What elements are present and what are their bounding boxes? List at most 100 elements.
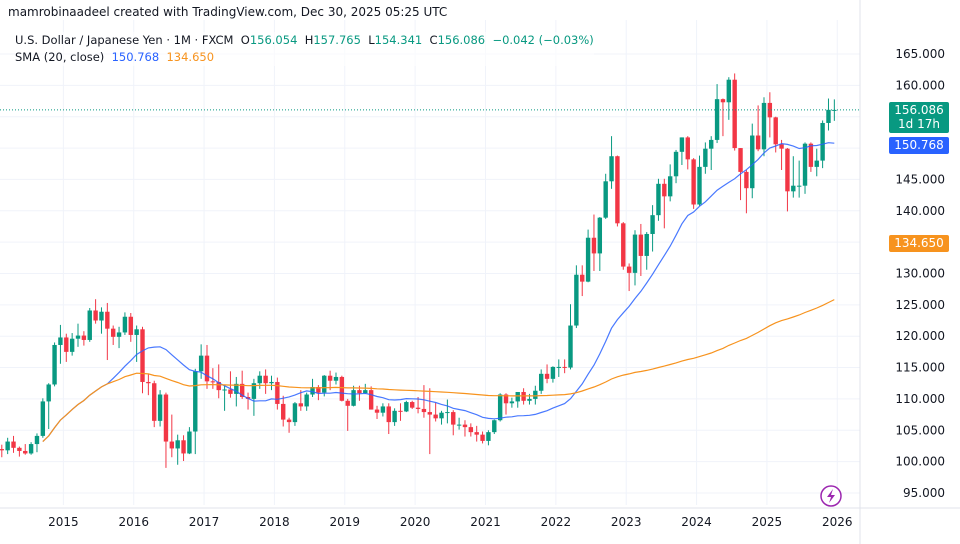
x-tick-label: 2025 xyxy=(752,515,783,529)
candle-body xyxy=(363,390,368,394)
candle-body xyxy=(697,166,702,205)
candle-body xyxy=(456,424,462,426)
lightning-icon-glyph xyxy=(827,489,835,503)
candle-body xyxy=(427,412,432,415)
candle-body xyxy=(609,156,614,182)
candle-body xyxy=(286,419,292,423)
candle-body xyxy=(626,266,632,273)
candle-body xyxy=(638,234,644,256)
symbol-title[interactable]: U.S. Dollar / Japanese Yen · 1M · FXCM xyxy=(15,33,234,47)
candle-body xyxy=(650,215,655,234)
close-value: 156.086 xyxy=(437,33,486,47)
candle-body xyxy=(714,99,720,140)
candle-body xyxy=(163,394,169,442)
low-value: 154.341 xyxy=(374,33,423,47)
candle-body xyxy=(122,316,128,333)
candle-body xyxy=(685,137,690,160)
y-tick-label: 100.000 xyxy=(895,455,945,469)
candle-body xyxy=(398,410,403,412)
candle-body xyxy=(269,381,274,384)
candle-body xyxy=(23,450,28,454)
candle-body xyxy=(292,403,298,423)
bar-countdown: 1d 17h xyxy=(898,117,940,131)
candle-body xyxy=(556,366,561,368)
x-tick-label: 2021 xyxy=(470,515,501,529)
sma-slow-price-label: 134.650 xyxy=(889,235,949,252)
last-price: 156.086 xyxy=(894,103,944,117)
candle-body xyxy=(175,440,180,449)
candle-body xyxy=(773,117,778,145)
candle-body xyxy=(415,407,421,409)
candle-body xyxy=(486,432,491,441)
candle-body xyxy=(392,410,397,423)
candle-body xyxy=(468,427,474,433)
candle-body xyxy=(497,394,503,421)
candle-body xyxy=(492,420,497,433)
sma-fast-line xyxy=(42,142,835,443)
candle-body xyxy=(603,181,608,218)
candle-body xyxy=(632,234,638,273)
candle-body xyxy=(181,440,186,454)
candle-body xyxy=(239,383,245,398)
candle-body xyxy=(726,79,732,103)
candle-body xyxy=(81,335,87,340)
candle-body xyxy=(480,434,485,441)
candle-body xyxy=(304,394,309,407)
candle-body xyxy=(216,381,221,391)
candle-body xyxy=(64,337,69,352)
candle-body xyxy=(99,311,104,321)
high-label: H xyxy=(304,33,314,47)
candle-body xyxy=(544,373,550,379)
candle-body xyxy=(327,375,333,381)
candle-body xyxy=(767,102,773,118)
candle-body xyxy=(204,355,210,382)
candle-body xyxy=(210,381,216,383)
candle-body xyxy=(298,403,304,407)
close-label: C xyxy=(429,33,438,47)
y-tick-label: 130.000 xyxy=(895,266,945,280)
low-label: L xyxy=(368,33,375,47)
candle-body xyxy=(527,398,532,401)
candle-body xyxy=(568,325,573,368)
candle-body xyxy=(140,329,145,382)
sma-slow-line xyxy=(42,299,835,443)
candle-body xyxy=(134,329,139,335)
y-tick-label: 95.000 xyxy=(903,486,945,500)
candle-body xyxy=(597,217,603,254)
candle-body xyxy=(46,384,51,402)
candle-body xyxy=(263,375,268,384)
y-tick-label: 115.000 xyxy=(895,361,945,375)
candle-body xyxy=(691,159,696,205)
candle-body xyxy=(146,381,151,384)
candle-body xyxy=(703,148,708,167)
candle-body xyxy=(17,447,22,451)
candle-body xyxy=(791,185,796,192)
sma-fast-value: 150.768 xyxy=(111,50,160,64)
candle-body xyxy=(198,355,204,372)
candle-body xyxy=(744,171,749,189)
sma-title[interactable]: SMA (20, close) xyxy=(15,50,105,64)
candle-body xyxy=(345,400,350,406)
y-tick-label: 140.000 xyxy=(895,204,945,218)
candle-body xyxy=(322,375,327,393)
candle-body xyxy=(404,402,409,412)
candle-body xyxy=(574,274,579,326)
candle-body xyxy=(808,143,814,167)
candle-body xyxy=(621,223,626,267)
y-tick-label: 125.000 xyxy=(895,298,945,312)
candle-body xyxy=(169,441,175,449)
y-tick-label: 165.000 xyxy=(895,47,945,61)
candle-body xyxy=(755,135,761,150)
candle-body xyxy=(550,366,556,379)
x-tick-label: 2017 xyxy=(189,515,220,529)
candle-body xyxy=(562,366,567,368)
candle-body xyxy=(445,412,450,414)
candle-body xyxy=(281,403,286,420)
y-tick-label: 105.000 xyxy=(895,423,945,437)
x-tick-label: 2026 xyxy=(822,515,853,529)
x-tick-label: 2020 xyxy=(400,515,431,529)
candle-body xyxy=(257,375,262,384)
candle-body xyxy=(40,401,46,436)
x-tick-label: 2019 xyxy=(330,515,361,529)
